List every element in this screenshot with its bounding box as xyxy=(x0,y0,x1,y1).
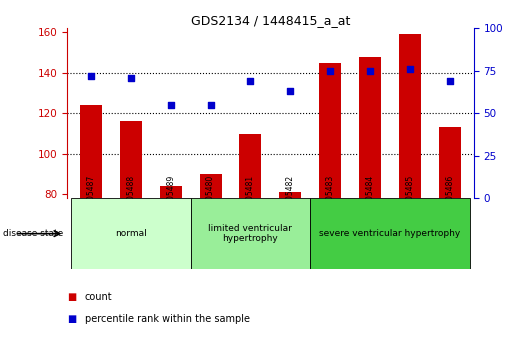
Point xyxy=(406,66,414,72)
Text: ■: ■ xyxy=(67,292,76,302)
Text: ■: ■ xyxy=(67,314,76,324)
Bar xyxy=(191,198,310,269)
Bar xyxy=(200,174,221,354)
Bar xyxy=(120,121,142,354)
Point xyxy=(246,78,254,84)
Point xyxy=(326,68,334,74)
Text: GSM105486: GSM105486 xyxy=(445,175,454,221)
Bar xyxy=(359,57,381,354)
Point xyxy=(166,102,175,108)
Text: GSM105485: GSM105485 xyxy=(405,175,415,221)
Text: GSM105481: GSM105481 xyxy=(246,175,255,221)
Title: GDS2134 / 1448415_a_at: GDS2134 / 1448415_a_at xyxy=(191,14,350,27)
Bar xyxy=(160,186,182,354)
Text: GSM105489: GSM105489 xyxy=(166,175,175,221)
Point xyxy=(87,73,95,79)
Bar xyxy=(279,192,301,354)
Text: GSM105488: GSM105488 xyxy=(126,175,135,221)
Text: GSM105484: GSM105484 xyxy=(366,175,374,221)
Text: GSM105482: GSM105482 xyxy=(286,175,295,221)
Bar xyxy=(80,105,102,354)
Bar xyxy=(239,133,262,354)
Point xyxy=(446,78,454,84)
Text: GSM105487: GSM105487 xyxy=(87,175,95,221)
Bar xyxy=(319,63,341,354)
Point xyxy=(127,75,135,80)
Point xyxy=(286,88,295,94)
Bar xyxy=(71,198,191,269)
Text: GSM105483: GSM105483 xyxy=(325,175,335,221)
Text: severe ventricular hypertrophy: severe ventricular hypertrophy xyxy=(319,229,460,238)
Bar xyxy=(439,127,461,354)
Text: limited ventricular
hypertrophy: limited ventricular hypertrophy xyxy=(209,224,293,243)
Bar xyxy=(399,34,421,354)
Text: GSM105480: GSM105480 xyxy=(206,175,215,221)
Text: disease state: disease state xyxy=(3,229,63,238)
Text: count: count xyxy=(85,292,113,302)
Text: normal: normal xyxy=(115,229,147,238)
Text: percentile rank within the sample: percentile rank within the sample xyxy=(85,314,250,324)
Bar xyxy=(310,198,470,269)
Point xyxy=(207,102,215,108)
Point xyxy=(366,68,374,74)
